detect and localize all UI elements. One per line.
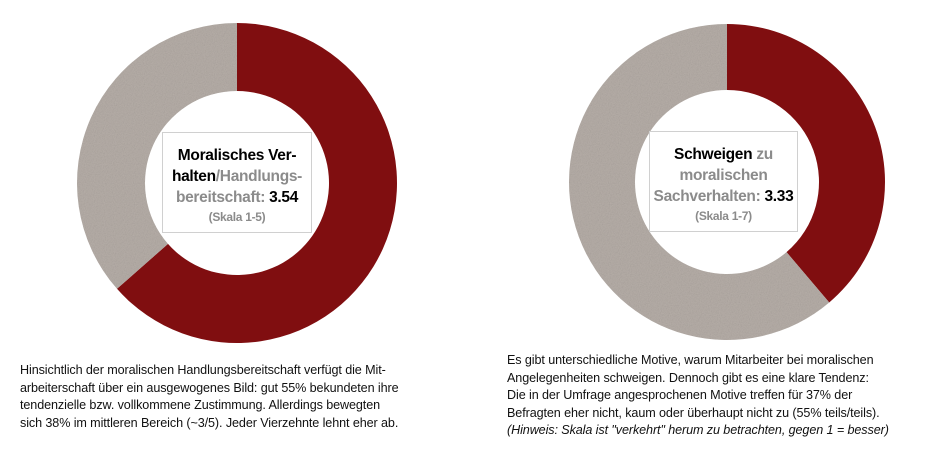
donut-segment-rest [569, 24, 830, 340]
score-value: 3.54 [269, 189, 299, 206]
text-line: Befragten eher nicht, kaum oder überhaup… [507, 405, 880, 420]
score-value: 3.33 [764, 188, 794, 205]
center-label-moral-behavior: Moralisches Ver- halten/Handlungs- berei… [162, 132, 312, 233]
note-line: (Hinweis: Skala ist "verkehrt" herum zu … [507, 423, 889, 437]
label-text: Schweigen [674, 146, 753, 163]
text-line: sich 38% im mittleren Bereich (~3/5). Je… [20, 415, 399, 430]
text-line: Angelegenheiten schweigen. Dennoch gibt … [507, 370, 869, 385]
text-line: Die in der Umfrage angesprochenen Motive… [507, 388, 853, 402]
text-line: arbeiterschaft über ein ausgewogenes Bil… [20, 380, 399, 395]
label-text: Sachverhalten: [653, 188, 761, 205]
label-text: halten [171, 168, 216, 185]
scale-label: (Skala 1-7) [695, 209, 752, 223]
scale-label: (Skala 1-5) [208, 210, 266, 224]
donut-chart-moral-behavior [76, 22, 397, 343]
center-label-silence: Schweigen zu moralischen Sachverhalten: … [649, 131, 798, 232]
text-line: Hinsichtlich der moralischen Handlungsbe… [20, 363, 386, 377]
text-line: tendenzielle bzw. vollkommene Zustimmung… [20, 398, 381, 412]
text-line: Es gibt unterschiedliche Motive, warum M… [507, 353, 874, 367]
label-line: Moralisches Ver- [177, 147, 297, 164]
description-left: Hinsichtlich der moralischen Handlungsbe… [20, 362, 399, 432]
donut-chart-silence [569, 24, 885, 340]
label-text: /Handlungs- [215, 168, 303, 185]
description-right: Es gibt unterschiedliche Motive, warum M… [507, 352, 889, 440]
label-text: moralischen [679, 167, 768, 184]
label-text: bereitschaft: [175, 189, 266, 206]
donut-segment-score [727, 24, 885, 303]
label-text: zu [756, 146, 773, 163]
donut-segment-rest [76, 22, 237, 289]
donut-segment-score [116, 23, 397, 343]
